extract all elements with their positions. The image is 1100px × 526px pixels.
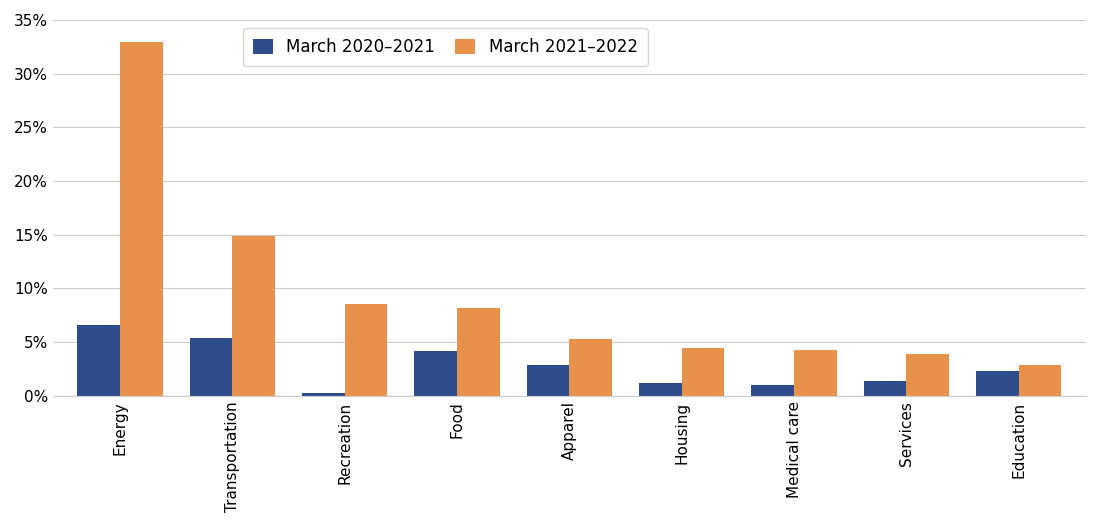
- Bar: [344, 304, 387, 396]
- Bar: [527, 365, 570, 396]
- Bar: [302, 393, 344, 396]
- Bar: [570, 339, 612, 396]
- Bar: [976, 371, 1019, 396]
- Bar: [751, 385, 794, 396]
- Bar: [232, 236, 275, 396]
- Bar: [415, 351, 458, 396]
- Bar: [120, 43, 163, 396]
- Bar: [190, 338, 232, 396]
- Bar: [1019, 365, 1062, 396]
- Legend: March 2020–2021, March 2021–2022: March 2020–2021, March 2021–2022: [243, 28, 648, 66]
- Bar: [794, 350, 837, 396]
- Bar: [682, 348, 725, 396]
- Bar: [864, 381, 906, 396]
- Bar: [458, 308, 499, 396]
- Bar: [906, 354, 949, 396]
- Bar: [77, 325, 120, 396]
- Bar: [639, 383, 682, 396]
